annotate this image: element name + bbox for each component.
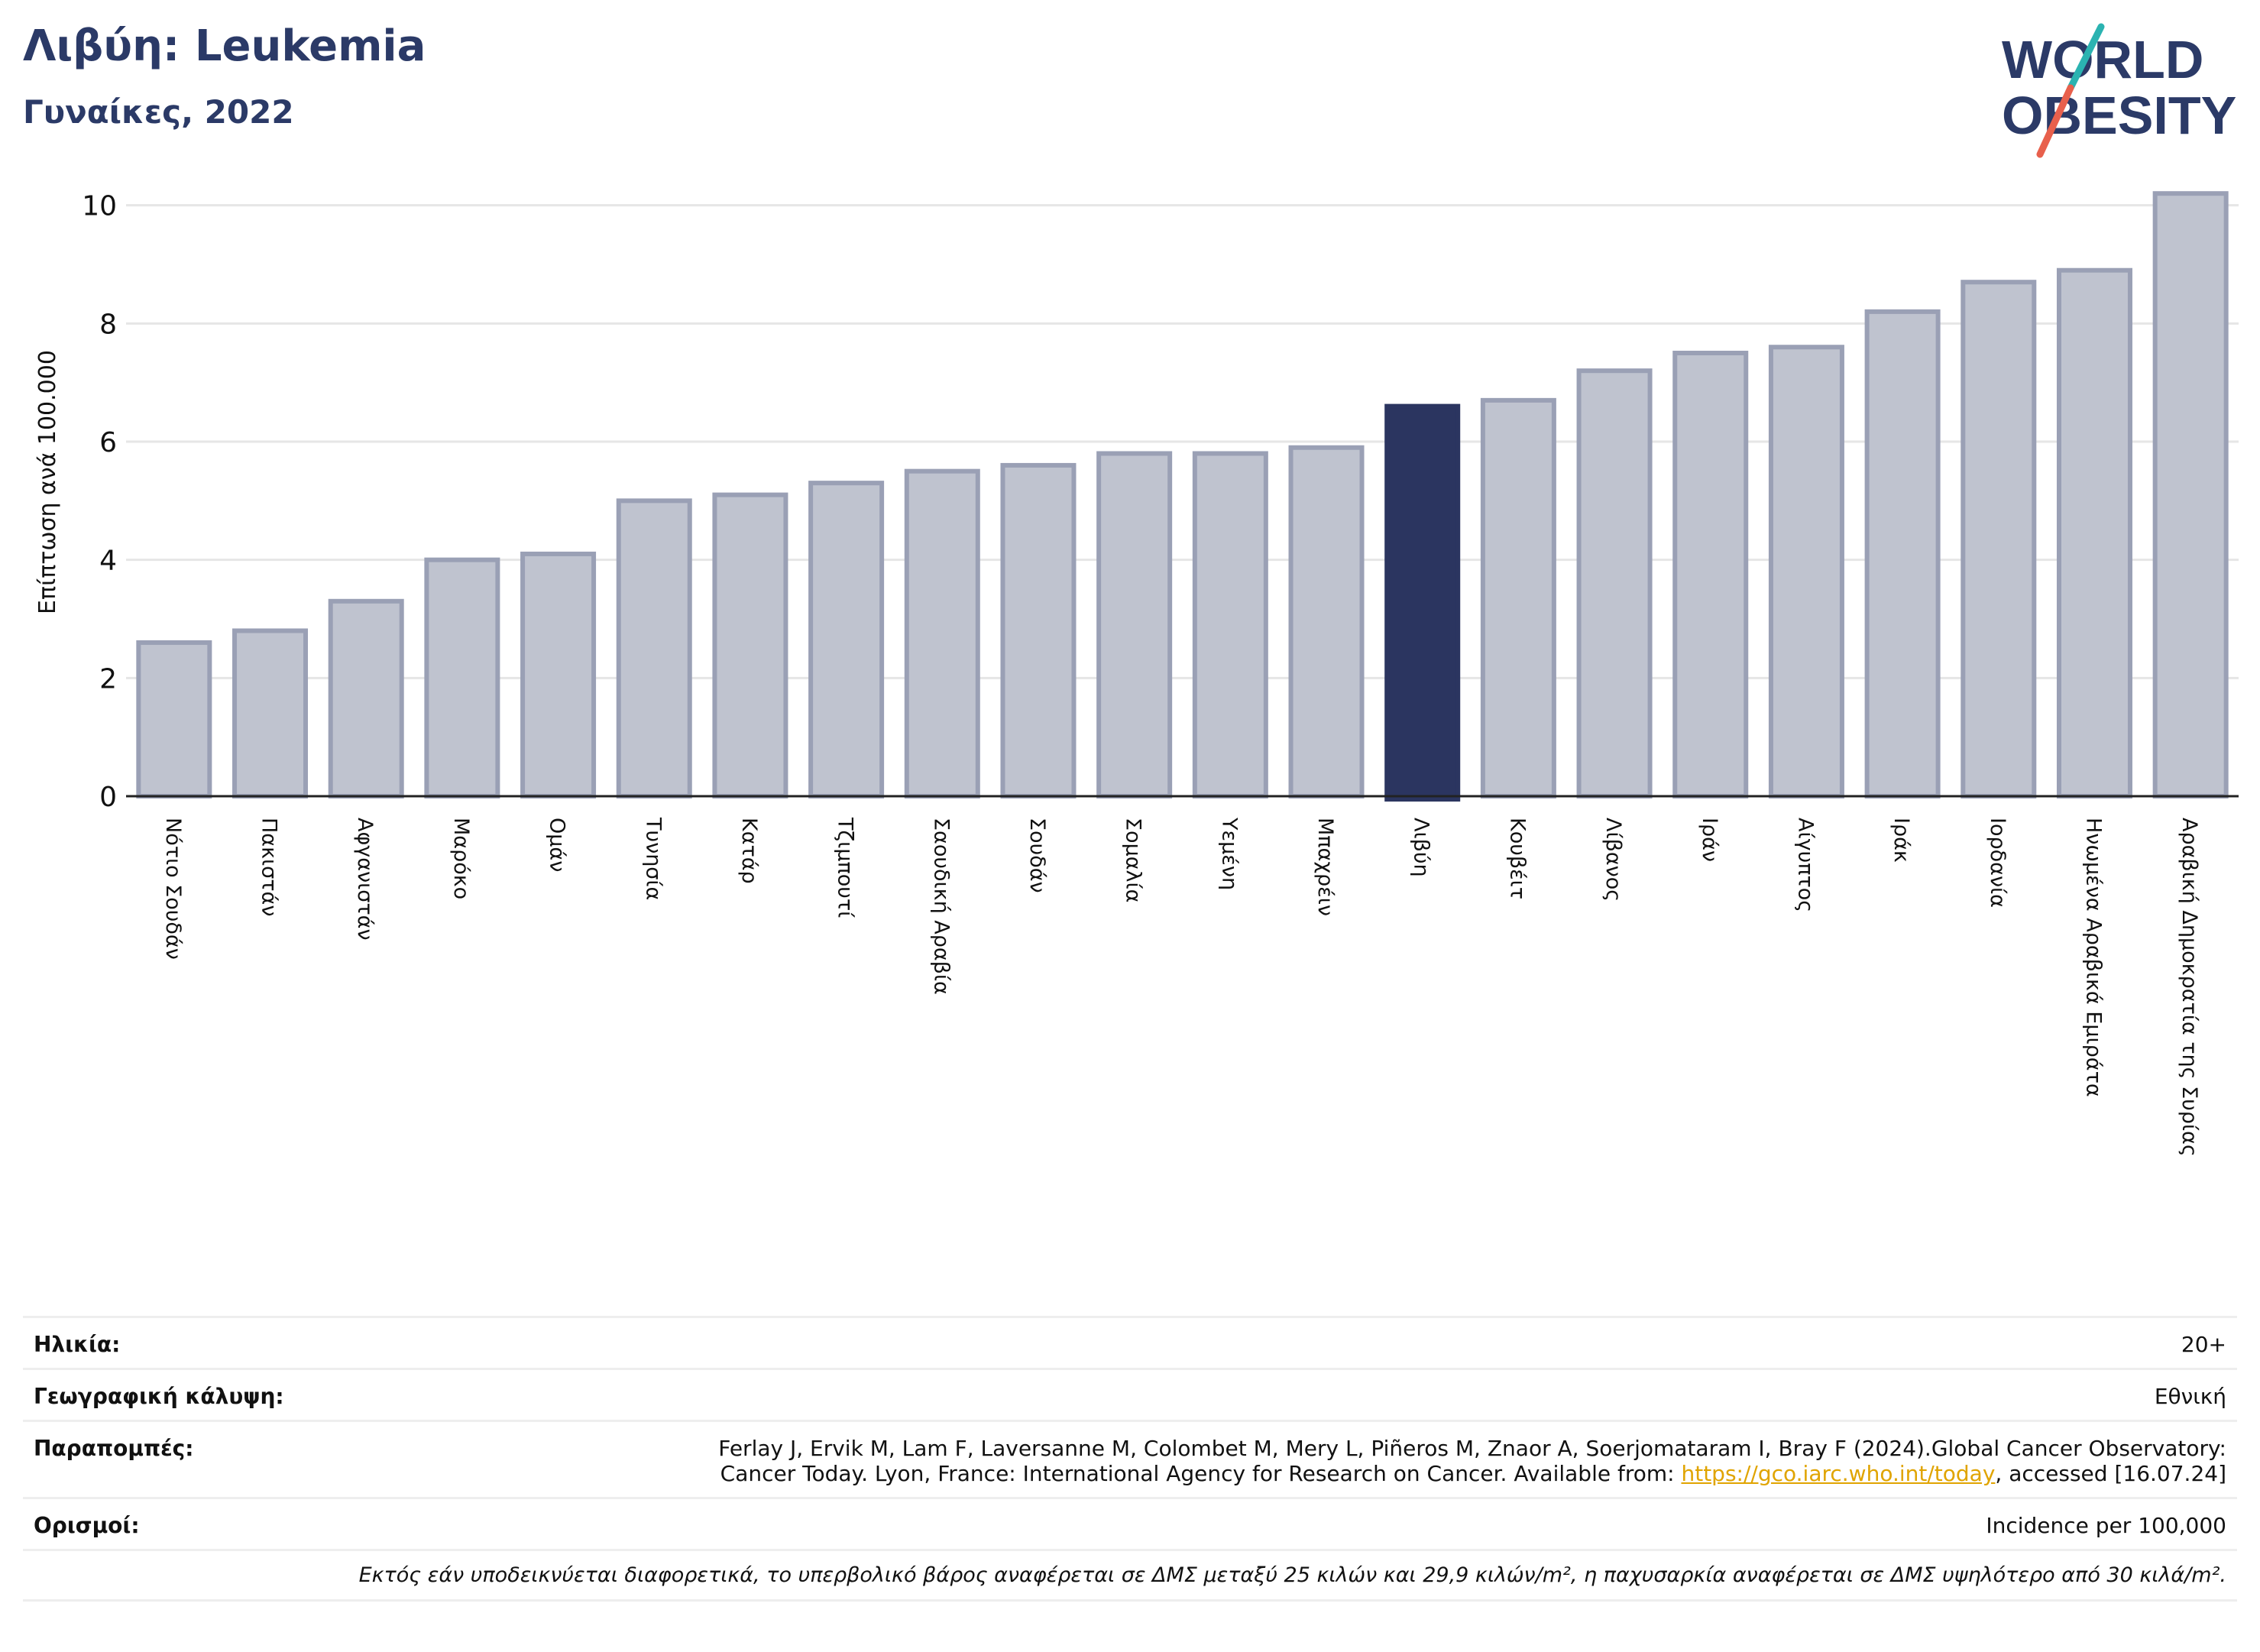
x-tick-label: Ηνωμένα Αραβικά Εμιράτα: [2081, 818, 2105, 1097]
x-tick-label: Μαρόκο: [449, 818, 473, 899]
bar: [808, 481, 885, 799]
meta-row-coverage: Γεωγραφική κάλυψη: Εθνική: [23, 1368, 2237, 1420]
bar: [1672, 351, 1749, 798]
x-tick-label: Τζιμπουτί: [834, 817, 857, 918]
age-value: 20+: [2181, 1332, 2226, 1357]
page-subtitle: Γυναίκες, 2022: [23, 93, 294, 131]
bar: [328, 598, 404, 798]
y-tick-label: 8: [99, 309, 117, 340]
bar: [1384, 403, 1461, 802]
x-tick-label: Σομαλία: [1122, 818, 1145, 902]
bar: [1576, 368, 1653, 798]
footnote: Εκτός εάν υποδεικνύεται διαφορετικά, το …: [23, 1549, 2237, 1602]
bar: [232, 628, 309, 799]
y-tick-label: 4: [99, 546, 117, 577]
coverage-label: Γεωγραφική κάλυψη:: [34, 1384, 284, 1409]
references-text-2: Cancer Today. Lyon, France: Internationa…: [720, 1461, 1682, 1486]
y-tick-label: 0: [99, 782, 117, 813]
coverage-value: Εθνική: [2154, 1384, 2226, 1409]
bar: [1480, 397, 1556, 798]
references-text-1: Ferlay J, Ervik M, Lam F, Laversanne M, …: [718, 1436, 2226, 1461]
references-label: Παραπομπές:: [34, 1436, 194, 1461]
logo-slash-teal: [2067, 23, 2105, 92]
x-tick-label: Κατάρ: [737, 818, 761, 884]
x-tick-label: Σουδάν: [1025, 818, 1049, 893]
x-tick-label: Πακιστάν: [257, 818, 281, 916]
references-link[interactable]: https://gco.iarc.who.int/today: [1681, 1461, 1996, 1486]
bar: [136, 640, 212, 799]
x-tick-label: Αραβική Δημοκρατία της Συρίας: [2177, 818, 2201, 1157]
bar: [1000, 462, 1077, 799]
references-value: Ferlay J, Ervik M, Lam F, Laversanne M, …: [718, 1436, 2226, 1486]
definitions-label: Ορισμοί:: [34, 1513, 140, 1538]
references-text-3: , accessed [16.07.24]: [1995, 1461, 2226, 1486]
bar: [904, 468, 980, 799]
x-tick-label: Ιορδανία: [1986, 818, 2009, 908]
bar: [616, 498, 692, 798]
x-tick-label: Ιράκ: [1889, 818, 1913, 863]
bar: [1961, 280, 2037, 798]
bar-chart: 0 2 4 6 8 10 Νότιο Σουδάν Πακιστάν Αφγανιστάν Μαρ…: [34, 191, 2239, 1157]
x-tick-label: Λιβύη: [1410, 818, 1433, 877]
bar: [1768, 345, 1844, 798]
y-tick-label: 10: [82, 191, 117, 222]
bar: [712, 492, 788, 798]
y-axis-label: Επίπτωση ανά 100.000: [34, 350, 61, 614]
logo-slash-red: [2036, 84, 2074, 158]
page-title: Λιβύη: Leukemia: [23, 21, 426, 71]
bar: [1288, 445, 1365, 798]
x-tick-label: Νότιο Σουδάν: [161, 818, 185, 960]
x-tick-label: Ιράν: [1698, 818, 1721, 862]
x-tick-label: Αίγυπτος: [1793, 818, 1817, 912]
bar: [1864, 309, 1941, 799]
x-tick-label: Τυνησία: [641, 817, 665, 900]
bar: [2056, 267, 2132, 798]
x-tick-label: Ομάν: [546, 818, 569, 872]
x-tick-label: Σαουδική Αραβία: [929, 818, 953, 995]
x-tick-label: Λίβανος: [1601, 818, 1625, 902]
x-tick-label: Υεμένη: [1217, 817, 1241, 890]
metadata-table: Ηλικία: 20+ Γεωγραφική κάλυψη: Εθνική Πα…: [23, 1316, 2237, 1602]
meta-row-references: Παραπομπές: Ferlay J, Ervik M, Lam F, La…: [23, 1420, 2237, 1497]
bar: [1192, 451, 1268, 798]
meta-row-age: Ηλικία: 20+: [23, 1316, 2237, 1368]
logo-line-obesity: OBESITY: [2002, 86, 2236, 145]
bar: [520, 551, 597, 799]
meta-row-definitions: Ορισμοί: Incidence per 100,000: [23, 1497, 2237, 1549]
y-tick-label: 2: [99, 663, 117, 695]
x-tick-label: Μπαχρέιν: [1313, 818, 1337, 916]
bar: [1096, 451, 1173, 798]
x-tick-label: Αφγανιστάν: [353, 818, 377, 941]
logo-line-world: WORLD: [2002, 30, 2203, 89]
bar: [2152, 191, 2229, 798]
world-obesity-logo: WORLD OBESITY: [2002, 23, 2236, 158]
bar: [424, 557, 500, 799]
y-tick-label: 6: [99, 427, 117, 458]
x-tick-label: Κουβέιτ: [1505, 818, 1529, 899]
age-label: Ηλικία:: [34, 1332, 121, 1357]
definitions-value: Incidence per 100,000: [1986, 1513, 2226, 1538]
bars: [136, 191, 2229, 802]
tick-labels: 0 2 4 6 8 10 Νότιο Σουδάν Πακιστάν Αφγανιστάν Μαρ…: [82, 191, 2201, 1157]
